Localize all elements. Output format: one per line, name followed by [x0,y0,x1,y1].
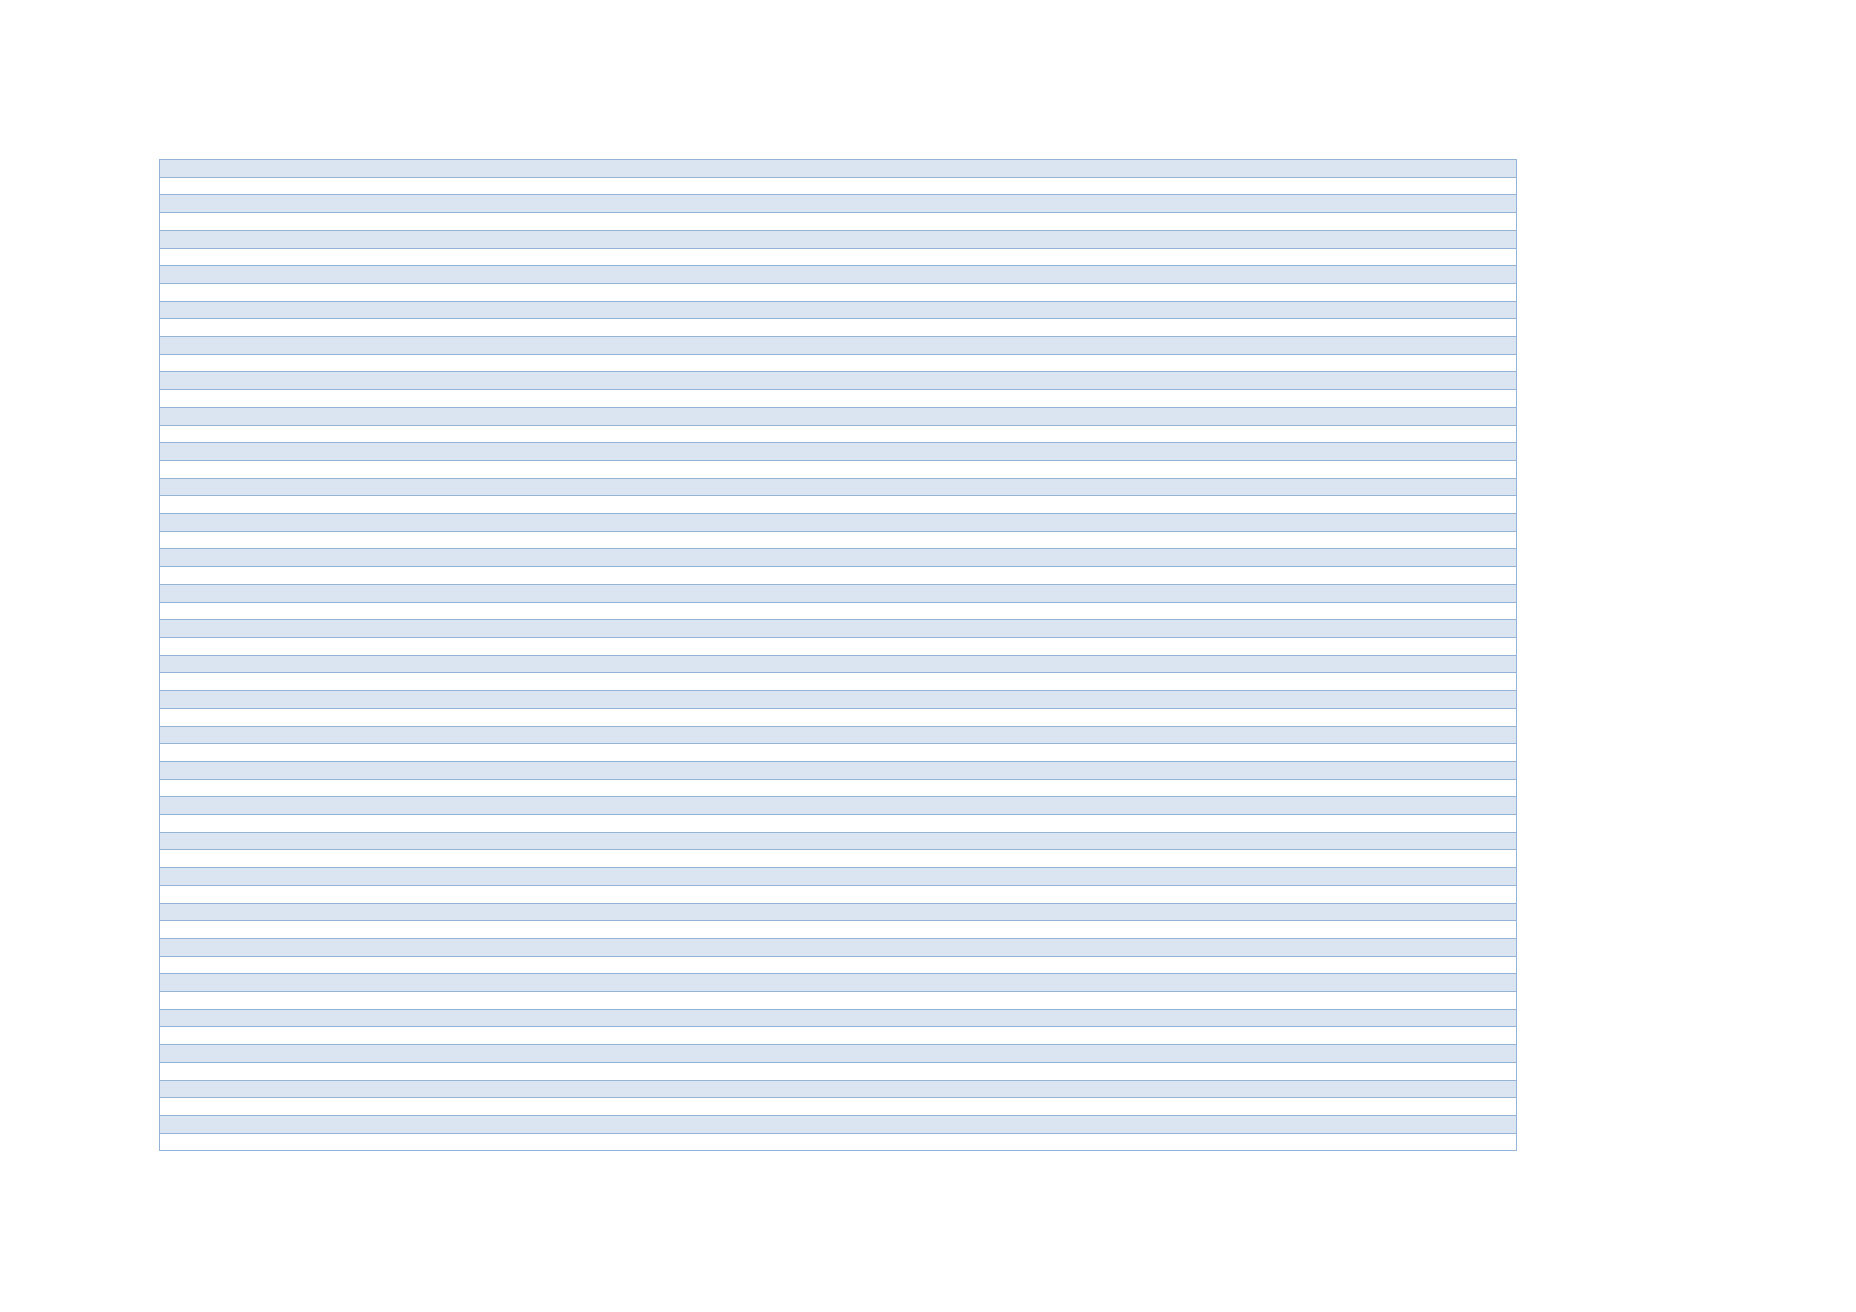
table-row[interactable] [160,691,1516,709]
table-row[interactable] [160,620,1516,638]
table-row[interactable] [160,425,1516,444]
table-row[interactable] [160,478,1516,497]
table-row[interactable] [160,248,1516,267]
table-row[interactable] [160,761,1516,780]
table-row[interactable] [160,407,1516,426]
table-row[interactable] [160,390,1516,408]
table-row[interactable] [160,1062,1516,1081]
table-row[interactable] [160,602,1516,621]
table-row[interactable] [160,797,1516,816]
table-row[interactable] [160,744,1516,762]
table-row[interactable] [160,1098,1516,1116]
table-row[interactable] [160,673,1516,692]
table-row[interactable] [160,868,1516,886]
table-row[interactable] [160,443,1516,461]
table-row[interactable] [160,832,1516,851]
table-row[interactable] [160,319,1516,338]
table-row[interactable] [160,815,1516,833]
table-row[interactable] [160,779,1516,798]
table-row[interactable] [160,974,1516,993]
table-row[interactable] [160,1009,1516,1028]
table-row[interactable] [160,160,1516,178]
table-row[interactable] [160,531,1516,550]
table-row[interactable] [160,1133,1516,1151]
table-row[interactable] [160,726,1516,745]
table-row[interactable] [160,637,1516,656]
empty-banded-table [159,159,1517,1151]
table-row[interactable] [160,992,1516,1010]
table-row[interactable] [160,266,1516,284]
table-row[interactable] [160,903,1516,922]
table-row[interactable] [160,921,1516,939]
table-row[interactable] [160,1045,1516,1063]
table-row[interactable] [160,1115,1516,1134]
table-row[interactable] [160,514,1516,532]
table-row[interactable] [160,938,1516,957]
table-row[interactable] [160,549,1516,568]
table-row[interactable] [160,708,1516,727]
table-row[interactable] [160,1080,1516,1099]
table-row[interactable] [160,460,1516,479]
table-row[interactable] [160,301,1516,320]
table-row[interactable] [160,567,1516,585]
table-row[interactable] [160,283,1516,302]
table-row[interactable] [160,372,1516,391]
table-row[interactable] [160,655,1516,674]
table-row[interactable] [160,584,1516,603]
table-row[interactable] [160,213,1516,231]
table-row[interactable] [160,354,1516,373]
table-row[interactable] [160,1027,1516,1046]
table-row[interactable] [160,177,1516,196]
table-row[interactable] [160,885,1516,904]
table-row[interactable] [160,337,1516,355]
table-row[interactable] [160,496,1516,515]
table-row[interactable] [160,850,1516,869]
table-row[interactable] [160,956,1516,975]
table-row[interactable] [160,195,1516,214]
table-row[interactable] [160,230,1516,249]
